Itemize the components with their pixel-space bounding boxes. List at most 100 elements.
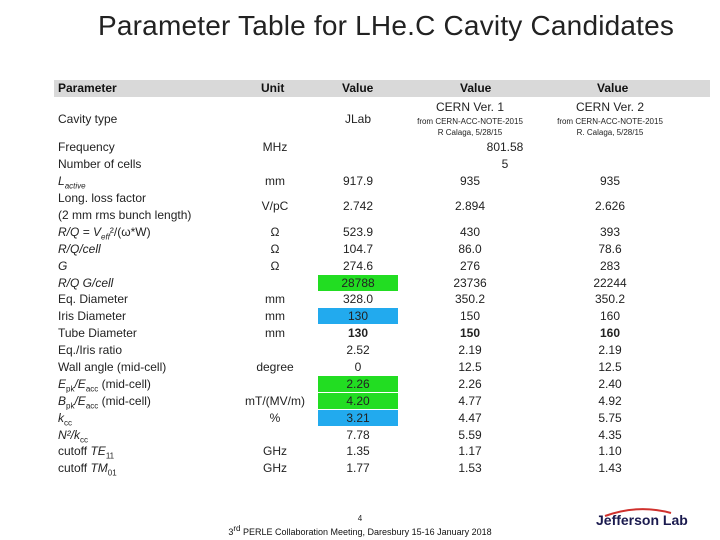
col-cern1-source-author: R Calaga, 5/28/15: [437, 128, 503, 137]
row-loss-label-note: (2 mm rms bunch length): [58, 208, 192, 222]
row-iris-jlab-highlight: [318, 308, 398, 324]
row-kcc-jlab-highlight: [318, 410, 398, 426]
row-tm01-jlab: 1.77: [346, 461, 370, 475]
jefferson-lab-swoosh-icon: [604, 508, 672, 517]
row-rq-unit: Ω: [270, 225, 280, 239]
row-cells-value: 5: [501, 157, 509, 171]
row-loss-jlab: 2.742: [342, 199, 374, 213]
row-lactive-cern2: 935: [599, 174, 621, 188]
row-frequency-label: Frequency: [58, 140, 115, 154]
col-cern1-source: from CERN-ACC-NOTE-2015: [417, 117, 523, 126]
row-iris-cern2: 160: [599, 309, 621, 323]
row-rqg-jlab: 28788: [341, 276, 375, 290]
row-te11-jlab: 1.35: [346, 444, 370, 458]
row-wall-label: Wall angle (mid-cell): [58, 360, 167, 374]
row-rq-jlab: 523.9: [342, 225, 374, 239]
row-rqg-cern1: 23736: [453, 276, 487, 290]
row-wall-unit: degree: [256, 360, 294, 374]
row-bpk-jlab-highlight: [318, 393, 398, 409]
row-g-unit: Ω: [270, 259, 280, 273]
row-n2k-jlab: 7.78: [346, 428, 370, 442]
row-rqg-cern2: 22244: [593, 276, 627, 290]
row-frequency-unit: MHz: [262, 140, 288, 154]
row-loss-label: Long. loss factor: [58, 191, 147, 205]
row-bpk-jlab: 4.20: [346, 394, 370, 408]
row-lactive-cern1: 935: [459, 174, 481, 188]
row-bpk-cern1: 4.77: [458, 394, 482, 408]
row-kcc-unit: %: [269, 411, 281, 425]
row-tm01-unit: GHz: [263, 461, 287, 475]
row-kcc-cern1: 4.47: [458, 411, 482, 425]
row-kcc-cern2: 5.75: [598, 411, 622, 425]
row-n2k-cern1: 5.59: [458, 428, 482, 442]
header-unit: Unit: [261, 81, 285, 95]
row-rqg-jlab-highlight: [318, 275, 398, 291]
row-loss-unit: V/pC: [261, 199, 289, 213]
col-cern2-label: CERN Ver. 2: [575, 100, 645, 114]
row-bpk-unit: mT/(MV/m): [245, 394, 305, 408]
row-ratio-cern2: 2.19: [598, 343, 622, 357]
row-wall-jlab: 0: [354, 360, 362, 374]
row-epk-cern1: 2.26: [458, 377, 482, 391]
row-tube-cern1: 150: [459, 326, 481, 340]
row-cells-label: Number of cells: [58, 157, 142, 171]
row-wall-cern2: 12.5: [598, 360, 622, 374]
row-te11-label: cutoff TE11: [58, 444, 115, 461]
row-te11-cern1: 1.17: [458, 444, 482, 458]
header-parameter: Parameter: [58, 81, 117, 95]
col-cern1-label: CERN Ver. 1: [435, 100, 505, 114]
row-lactive-label: Lactive: [58, 174, 86, 191]
row-bpk-label: Bpk/Eacc (mid-cell): [58, 394, 151, 411]
col-cern2-source: from CERN-ACC-NOTE-2015: [557, 117, 663, 126]
row-kcc-jlab: 3.21: [346, 411, 370, 425]
row-ratio-cern1: 2.19: [458, 343, 482, 357]
row-iris-cern1: 150: [459, 309, 481, 323]
row-rqcell-cern1: 86.0: [458, 242, 482, 256]
row-iris-unit: mm: [265, 309, 285, 323]
col-jlab-label: JLab: [344, 112, 372, 126]
header-value-cern2: Value: [597, 81, 629, 95]
row-iris-label: Iris Diameter: [58, 309, 127, 323]
page-title: Parameter Table for LHe.C Cavity Candida…: [98, 10, 675, 41]
row-lactive-unit: mm: [265, 174, 285, 188]
jefferson-lab-logo: Jefferson Lab: [596, 512, 688, 528]
row-tube-cern2: 160: [599, 326, 621, 340]
row-rq-label: R/Q = Veff²/(ω*W): [58, 225, 151, 242]
row-tube-label: Tube Diameter: [58, 326, 137, 340]
row-g-cern1: 276: [459, 259, 481, 273]
row-tube-jlab: 130: [347, 326, 369, 340]
row-rq-cern1: 430: [459, 225, 481, 239]
header-value-jlab: Value: [342, 81, 374, 95]
row-epk-jlab: 2.26: [346, 377, 370, 391]
row-rqcell-unit: Ω: [270, 242, 280, 256]
row-rqcell-label: R/Q/cell: [58, 242, 101, 256]
row-frequency-value: 801.58: [486, 140, 524, 154]
row-eqd-cern2: 350.2: [594, 292, 626, 306]
col-cern2-source-author: R. Calaga, 5/28/15: [576, 128, 644, 137]
row-tube-unit: mm: [265, 326, 285, 340]
footer-meeting: 3rd PERLE Collaboration Meeting, Daresbu…: [228, 524, 492, 538]
row-g-jlab: 274.6: [342, 259, 374, 273]
header-value-cern1: Value: [460, 81, 492, 95]
row-g-cern2: 283: [599, 259, 621, 273]
row-loss-cern2: 2.626: [594, 199, 626, 213]
row-wall-cern1: 12.5: [458, 360, 482, 374]
row-loss-cern1: 2.894: [454, 199, 486, 213]
row-kcc-label: kcc: [58, 411, 72, 428]
row-cavity-type-label: Cavity type: [58, 112, 118, 126]
table-header-bar: [54, 80, 710, 97]
row-rq-cern2: 393: [599, 225, 621, 239]
row-eqd-label: Eq. Diameter: [58, 292, 129, 306]
row-epk-jlab-highlight: [318, 376, 398, 392]
row-epk-label: Epk/Eacc (mid-cell): [58, 377, 151, 394]
row-g-label: G: [58, 259, 68, 273]
page-number: 4: [357, 514, 363, 523]
row-tm01-cern2: 1.43: [598, 461, 622, 475]
row-eqd-cern1: 350.2: [454, 292, 486, 306]
row-tm01-cern1: 1.53: [458, 461, 482, 475]
row-te11-unit: GHz: [263, 444, 287, 458]
row-rqg-label: R/Q G/cell: [58, 276, 114, 290]
row-te11-cern2: 1.10: [598, 444, 622, 458]
row-ratio-jlab: 2.52: [346, 343, 370, 357]
row-eqd-unit: mm: [265, 292, 285, 306]
